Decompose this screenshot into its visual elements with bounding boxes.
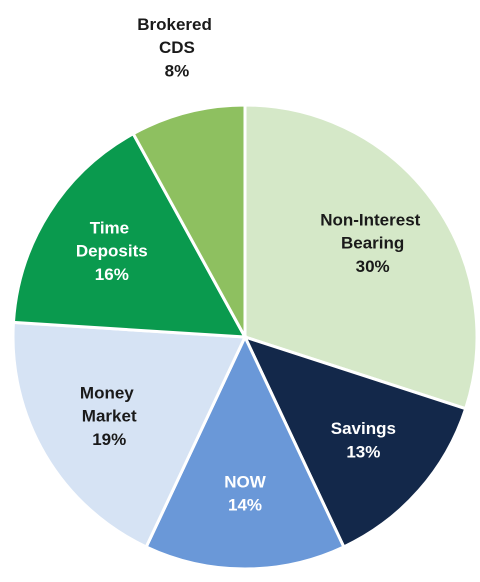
pie-slice [243, 103, 479, 411]
value-label: 30% [356, 257, 390, 276]
label-line: Money [80, 384, 139, 403]
pie-slice [242, 334, 468, 549]
value-label: 19% [92, 430, 126, 449]
slice-label: Savings [331, 419, 396, 438]
label-line: Non-Interest [320, 211, 425, 230]
label-line: Brokered [137, 15, 216, 34]
value-label: 13% [346, 442, 380, 461]
slice-label: Brokered CDS [137, 15, 216, 57]
value-label: 8% [165, 61, 190, 80]
slice-label: Money Market [80, 384, 139, 426]
label-line: Time [90, 219, 134, 238]
slice-label: Time Deposits [76, 219, 148, 261]
value-label: 16% [95, 265, 129, 284]
label-line: CDS [159, 38, 195, 57]
label-line: Deposits [76, 242, 148, 261]
pie-slice [11, 320, 248, 549]
pie-slice [11, 131, 248, 339]
label-line: Savings [331, 419, 396, 438]
label-line: Market [82, 407, 137, 426]
pie-slice [144, 333, 346, 571]
label-line: NOW [224, 473, 267, 492]
slice-label: NOW [224, 473, 267, 492]
slice-label: Non-Interest Bearing [320, 211, 425, 253]
label-line: Bearing [341, 234, 404, 253]
pie-slice [131, 103, 247, 338]
value-label: 14% [228, 496, 262, 515]
